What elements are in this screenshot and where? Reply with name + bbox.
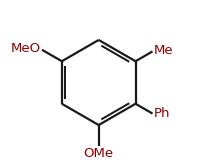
Text: Me: Me [153, 44, 173, 57]
Text: Ph: Ph [153, 107, 170, 120]
Text: MeO: MeO [11, 42, 41, 55]
Text: OMe: OMe [84, 147, 114, 160]
